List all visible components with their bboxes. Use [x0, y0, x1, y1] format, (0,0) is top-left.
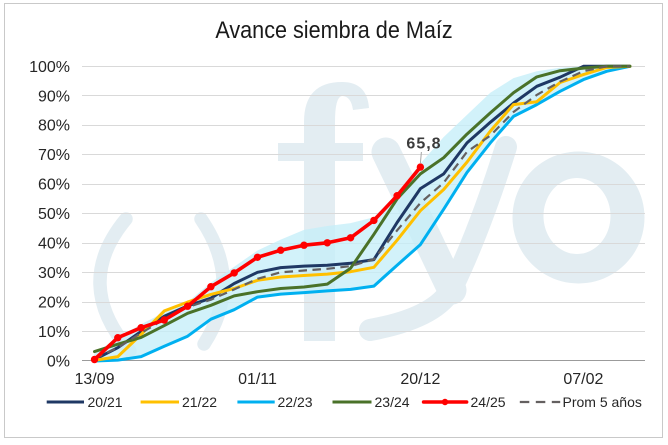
svg-text:30%: 30% [38, 265, 70, 282]
svg-text:07/02: 07/02 [563, 371, 603, 388]
svg-text:13/09: 13/09 [74, 371, 114, 388]
svg-text:20%: 20% [38, 295, 70, 312]
svg-text:Avance siembra de Maíz: Avance siembra de Maíz [215, 16, 452, 43]
svg-text:22/23: 22/23 [278, 394, 313, 410]
svg-text:60%: 60% [38, 177, 70, 194]
svg-text:90%: 90% [38, 88, 70, 105]
svg-text:10%: 10% [38, 324, 70, 341]
svg-text:70%: 70% [38, 147, 70, 164]
svg-text:20/12: 20/12 [400, 371, 440, 388]
svg-text:Prom 5 años: Prom 5 años [563, 394, 642, 410]
svg-text:40%: 40% [38, 236, 70, 253]
svg-text:21/22: 21/22 [182, 394, 217, 410]
svg-text:100%: 100% [29, 59, 70, 76]
svg-text:80%: 80% [38, 118, 70, 135]
svg-text:20/21: 20/21 [88, 394, 123, 410]
svg-text:01/11: 01/11 [238, 371, 277, 388]
svg-text:50%: 50% [38, 206, 70, 223]
svg-text:23/24: 23/24 [375, 394, 410, 410]
svg-text:65,8: 65,8 [406, 136, 441, 153]
svg-text:24/25: 24/25 [471, 394, 506, 410]
svg-text:0%: 0% [47, 354, 70, 371]
